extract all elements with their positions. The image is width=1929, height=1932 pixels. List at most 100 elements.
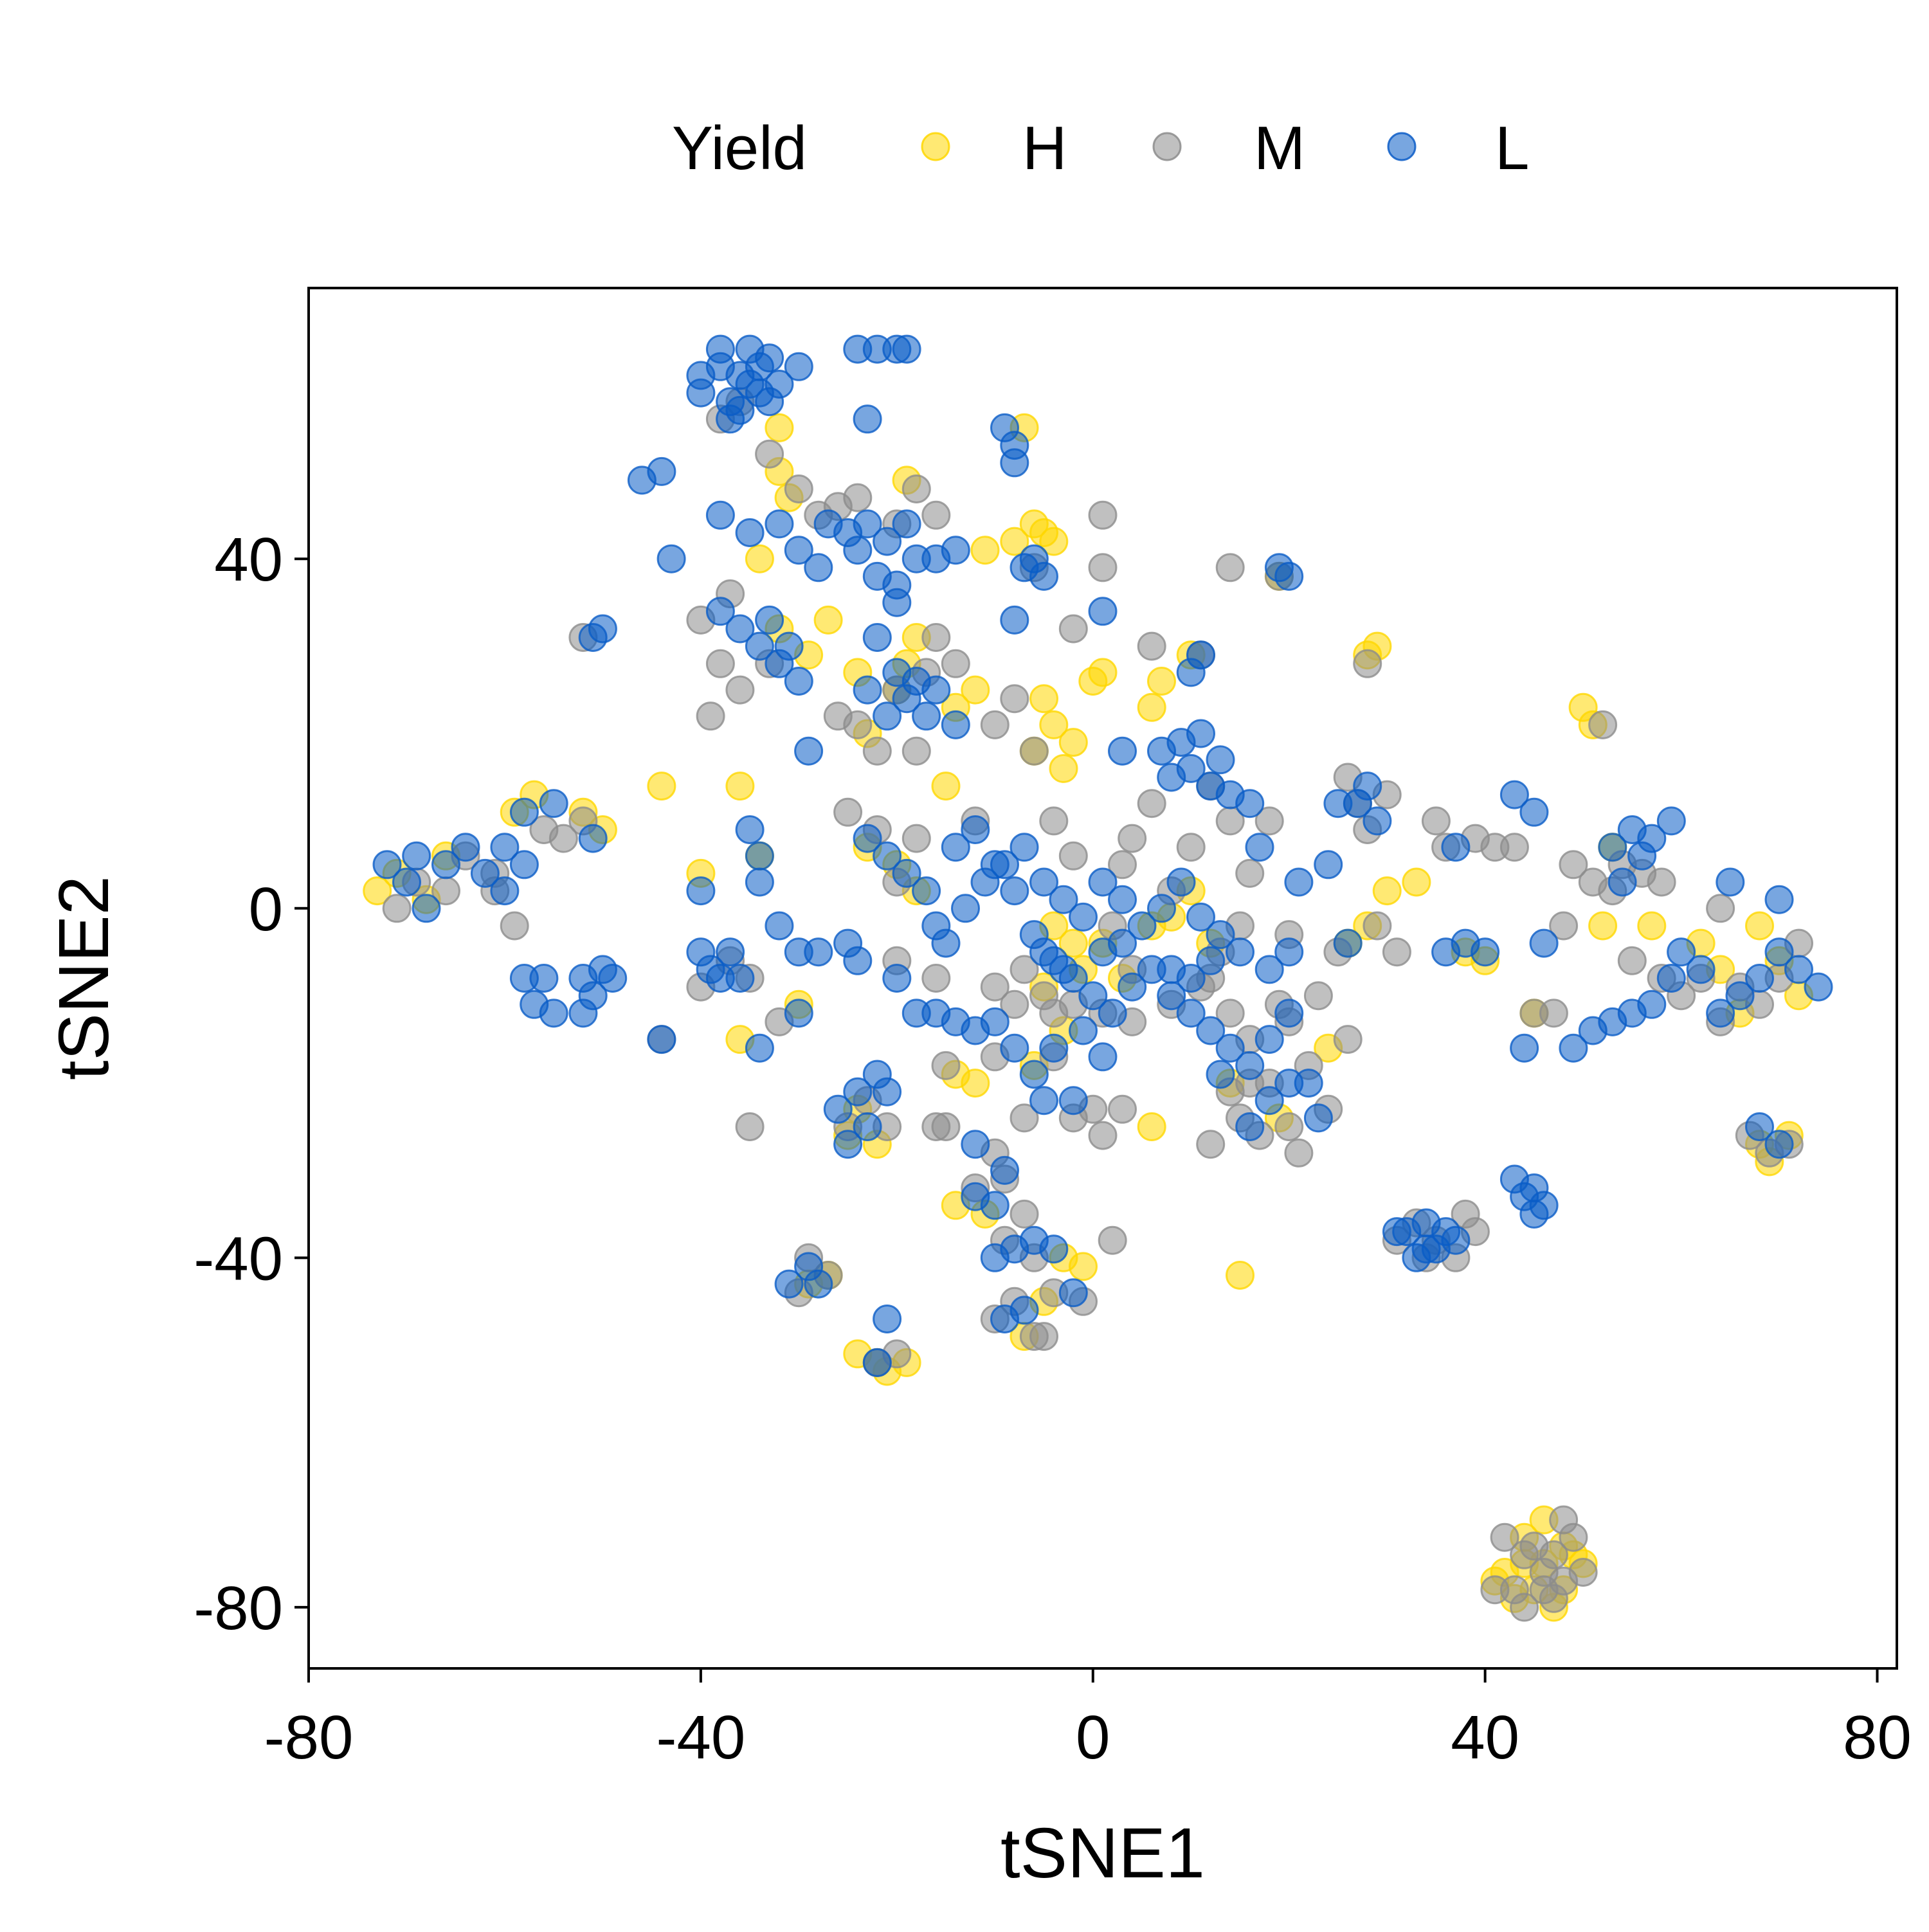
point-m-36 <box>862 736 892 766</box>
point-l-201 <box>1176 964 1206 993</box>
point-m-138 <box>1559 850 1588 880</box>
point-l-7 <box>490 833 520 862</box>
point-l-204 <box>1274 937 1304 967</box>
point-l-182 <box>823 1094 853 1124</box>
point-l-36 <box>765 911 794 941</box>
point-l-170 <box>1235 1112 1265 1141</box>
point-l-26 <box>657 544 686 573</box>
point-l-152 <box>980 850 1010 880</box>
point-l-167 <box>1274 998 1304 1028</box>
point-l-234 <box>1637 989 1667 1019</box>
point-l-139 <box>1029 867 1058 897</box>
point-l-1 <box>392 867 421 897</box>
point-l-248 <box>1784 955 1813 984</box>
point-h-85 <box>961 1069 990 1098</box>
point-l-35 <box>745 867 774 897</box>
point-m-52 <box>1000 684 1029 714</box>
point-h-53 <box>1588 911 1618 941</box>
point-m-21 <box>843 483 873 512</box>
point-l-159 <box>1118 972 1147 1002</box>
point-l-34 <box>745 841 774 871</box>
points-layer <box>363 334 1833 1622</box>
point-m-94 <box>1235 858 1265 888</box>
point-l-130 <box>873 841 902 871</box>
point-l-16 <box>598 964 628 993</box>
point-m-189 <box>1284 1138 1314 1168</box>
point-l-19 <box>509 797 539 827</box>
point-l-173 <box>1206 1060 1235 1089</box>
point-l-106 <box>892 684 921 714</box>
point-l-143 <box>1108 885 1137 914</box>
point-l-67 <box>745 352 774 381</box>
y-tick-label: 40 <box>214 525 283 594</box>
point-l-90 <box>725 614 755 644</box>
point-m-56 <box>1058 841 1088 871</box>
point-l-146 <box>1166 867 1196 897</box>
point-l-102 <box>912 701 941 731</box>
point-l-93 <box>784 667 813 696</box>
point-m-176 <box>1647 867 1676 897</box>
point-h-59 <box>1745 911 1774 941</box>
x-tick-label: 80 <box>1843 1703 1912 1772</box>
point-l-142 <box>1088 867 1118 897</box>
point-l-97 <box>853 675 882 705</box>
point-l-163 <box>1196 1016 1226 1045</box>
point-l-203 <box>1254 955 1284 984</box>
point-l-85 <box>892 509 921 539</box>
point-l-187 <box>862 1348 892 1377</box>
point-m-95 <box>1254 806 1284 836</box>
point-l-149 <box>1226 937 1254 967</box>
point-h-27 <box>931 772 961 801</box>
point-m-170 <box>735 1112 765 1141</box>
point-l-151 <box>961 815 990 844</box>
point-m-34 <box>941 649 970 678</box>
point-l-75 <box>765 509 794 539</box>
point-l-59 <box>784 352 813 381</box>
point-l-104 <box>862 623 892 652</box>
point-l-4 <box>431 850 460 880</box>
point-m-173 <box>931 1112 961 1141</box>
point-m-103 <box>1333 1025 1363 1054</box>
point-m-186 <box>1303 981 1333 1011</box>
point-l-18 <box>568 998 598 1028</box>
point-l-132 <box>912 876 941 906</box>
point-l-40 <box>843 946 873 975</box>
point-m-97 <box>1215 998 1245 1028</box>
point-m-5 <box>500 911 529 941</box>
legend-swatch-l <box>1387 132 1417 161</box>
point-m-114 <box>1353 649 1382 678</box>
point-l-33 <box>735 815 765 844</box>
point-l-47 <box>1000 1033 1029 1063</box>
point-m-119 <box>1088 500 1118 530</box>
point-m-74 <box>1010 1199 1039 1229</box>
point-l-5 <box>451 833 480 862</box>
point-l-228 <box>1519 1199 1549 1229</box>
point-m-123 <box>1363 911 1392 941</box>
point-l-259 <box>1029 937 1058 967</box>
point-l-180 <box>843 1077 873 1106</box>
point-l-211 <box>1353 772 1382 801</box>
point-l-51 <box>784 998 813 1028</box>
point-h-10 <box>725 772 755 801</box>
point-m-42 <box>901 824 931 853</box>
point-l-194 <box>1039 1234 1069 1264</box>
x-axis: -80 -40 0 40 80 <box>264 1668 1912 1772</box>
point-l-247 <box>1764 937 1794 967</box>
point-l-229 <box>1510 1033 1539 1063</box>
point-l-140 <box>1049 885 1078 914</box>
point-h-40 <box>1137 692 1166 722</box>
point-m-32 <box>843 710 873 739</box>
point-l-198 <box>1029 1086 1058 1115</box>
point-m-141 <box>1588 710 1618 739</box>
point-l-162 <box>1176 998 1206 1028</box>
point-l-60 <box>705 334 735 364</box>
point-m-55 <box>1039 806 1069 836</box>
point-m-188 <box>1196 1130 1226 1159</box>
point-l-254 <box>1441 833 1471 862</box>
point-l-127 <box>1186 719 1215 748</box>
point-m-25 <box>705 649 735 678</box>
y-tick-label: 0 <box>249 875 283 944</box>
point-l-65 <box>686 361 716 390</box>
x-tick-label: 40 <box>1451 1703 1519 1772</box>
